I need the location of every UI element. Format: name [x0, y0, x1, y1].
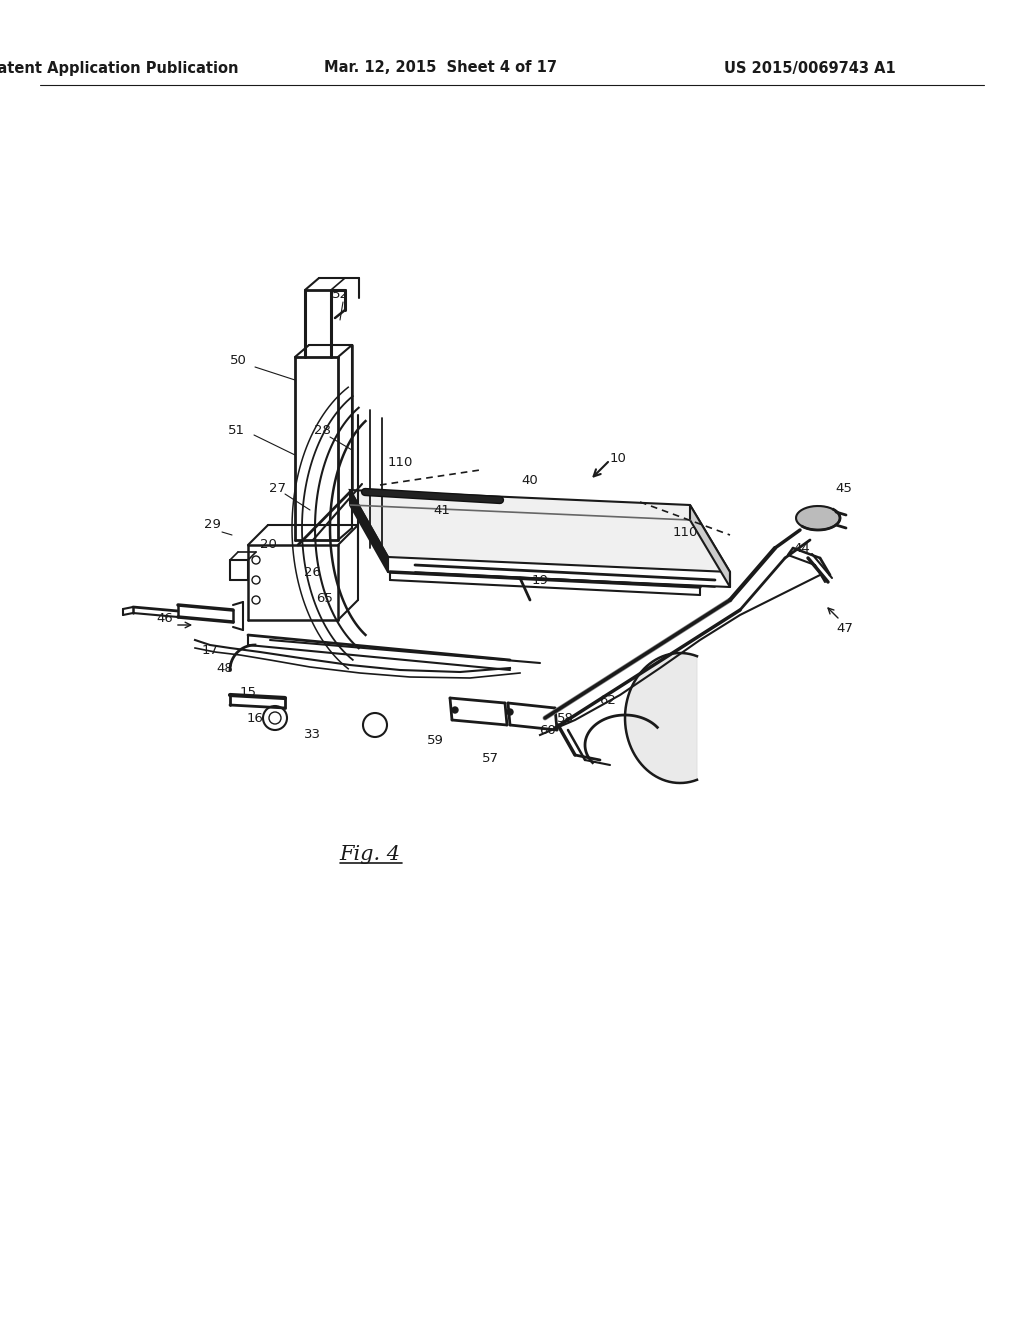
Text: 41: 41: [433, 503, 451, 516]
Polygon shape: [796, 506, 840, 531]
Text: 45: 45: [836, 482, 852, 495]
Text: 60: 60: [540, 723, 556, 737]
Text: 29: 29: [204, 519, 220, 532]
Text: 110: 110: [673, 527, 697, 540]
Text: 40: 40: [521, 474, 539, 487]
Text: 110: 110: [387, 457, 413, 470]
Text: 20: 20: [259, 539, 276, 552]
Text: 15: 15: [240, 685, 256, 698]
Text: 33: 33: [303, 729, 321, 742]
Text: US 2015/0069743 A1: US 2015/0069743 A1: [724, 61, 896, 75]
Text: 44: 44: [794, 541, 810, 554]
Text: 62: 62: [600, 693, 616, 706]
Text: Mar. 12, 2015  Sheet 4 of 17: Mar. 12, 2015 Sheet 4 of 17: [324, 61, 556, 75]
Text: 59: 59: [427, 734, 443, 747]
Polygon shape: [350, 490, 730, 572]
Text: Patent Application Publication: Patent Application Publication: [0, 61, 239, 75]
Text: 28: 28: [313, 424, 331, 437]
Text: 48: 48: [217, 661, 233, 675]
Text: 19: 19: [531, 573, 549, 586]
Polygon shape: [625, 653, 697, 783]
Polygon shape: [690, 506, 730, 587]
Text: 26: 26: [303, 565, 321, 578]
Text: 57: 57: [481, 751, 499, 764]
Text: 52: 52: [332, 289, 348, 301]
Text: 58: 58: [557, 711, 573, 725]
Text: 51: 51: [227, 424, 245, 437]
Text: 10: 10: [609, 451, 627, 465]
Text: 65: 65: [316, 591, 334, 605]
Text: 47: 47: [837, 622, 853, 635]
Text: Fig. 4: Fig. 4: [340, 846, 400, 865]
Text: 50: 50: [229, 354, 247, 367]
Text: 16: 16: [247, 711, 263, 725]
Circle shape: [507, 709, 513, 715]
Text: 27: 27: [269, 482, 287, 495]
Polygon shape: [350, 490, 388, 572]
Text: 17: 17: [202, 644, 218, 656]
Text: 46: 46: [157, 611, 173, 624]
Circle shape: [452, 708, 458, 713]
